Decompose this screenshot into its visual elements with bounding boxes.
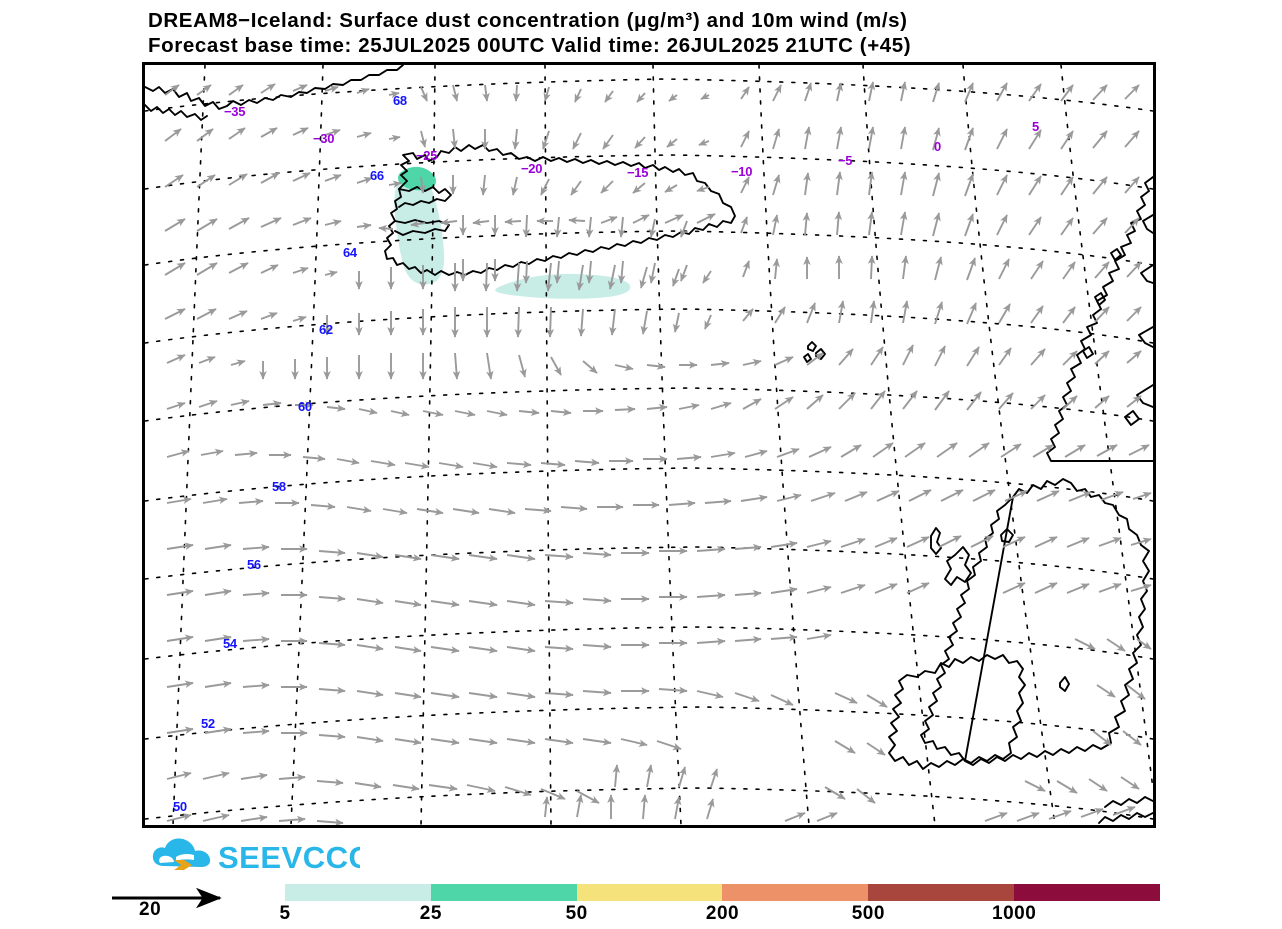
wind-row-10 <box>166 489 1152 516</box>
meridian-m10 <box>758 65 810 825</box>
colorbar-segment-25 <box>430 884 577 901</box>
lat-label-52: 52 <box>201 716 215 731</box>
coastline-great-britain <box>920 478 1150 766</box>
lon-label-0: 0 <box>934 139 941 154</box>
dust-colorbar[interactable] <box>285 884 1160 901</box>
meridian-m25 <box>420 65 436 825</box>
lat-label-66: 66 <box>370 168 384 183</box>
lon-label-m15: −15 <box>627 165 649 180</box>
wind-row-8 <box>166 390 1142 418</box>
wind-row-12 <box>166 582 1152 608</box>
meridian-m5 <box>862 65 936 825</box>
coastline-isle-of-man <box>1059 676 1070 692</box>
lon-label-m20: −20 <box>521 161 543 176</box>
parallel-54 <box>145 626 1153 660</box>
colorbar-tick-25: 25 <box>419 903 442 924</box>
coastline-norway-islands <box>1082 248 1140 426</box>
lat-label-62: 62 <box>319 322 333 337</box>
meridian-m15 <box>652 65 682 825</box>
dust-colorbar-ticks: 5 25 50 200 500 1000 <box>279 903 1160 929</box>
wind-row-5 <box>164 255 1142 292</box>
wind-row-9 <box>166 442 1150 470</box>
coastline-layer <box>145 65 1153 824</box>
wind-vector-layer <box>164 81 1152 825</box>
parallel-62 <box>145 308 1153 344</box>
logo-text: SEEVCCC <box>218 840 360 875</box>
dust-plume-layer <box>394 166 631 299</box>
coastline-outer-hebrides <box>944 546 972 586</box>
meridian-m30 <box>290 65 324 825</box>
parallel-64 <box>145 230 1153 266</box>
title-line-2: Forecast base time: 25JUL2025 00UTC Vali… <box>148 34 912 57</box>
lon-label-m5: −5 <box>838 153 853 168</box>
wind-row-4 <box>164 211 1140 237</box>
colorbar-segment-200 <box>722 884 869 901</box>
lat-label-64: 64 <box>343 245 357 260</box>
lon-label-m35: −35 <box>224 104 246 119</box>
parallel-50 <box>145 787 1153 820</box>
wind-scale-arrow <box>112 887 222 909</box>
wind-row-15 <box>166 726 1142 756</box>
colorbar-tick-50: 50 <box>565 903 588 924</box>
arrow-icon <box>174 860 192 870</box>
coastline-greenland <box>145 65 404 121</box>
coastline-shetland <box>930 527 942 555</box>
wind-row-1 <box>164 81 1140 103</box>
wind-row-3 <box>164 171 1140 197</box>
colorbar-segment-5 <box>285 884 431 901</box>
meridian-5 <box>1060 65 1153 790</box>
dust-plume-west-iceland-core <box>397 166 436 191</box>
seevccc-logo: SEEVCCC <box>150 836 371 876</box>
wind-row-7 <box>166 344 1142 380</box>
meridian-m20 <box>544 65 552 825</box>
cloud-icon <box>152 838 211 867</box>
lon-label-m30: −30 <box>313 131 335 146</box>
wind-scale-label: 20 <box>139 899 162 920</box>
wind-row-16 <box>166 764 1140 804</box>
coastline-iceland <box>384 144 736 276</box>
wind-row-17 <box>166 794 1136 825</box>
colorbar-tick-500: 500 <box>851 903 885 924</box>
lon-label-m25: −25 <box>416 148 438 163</box>
parallel-56 <box>145 546 1153 580</box>
parallel-68 <box>145 78 1153 112</box>
map-panel[interactable] <box>142 62 1156 828</box>
lat-label-56: 56 <box>247 557 261 572</box>
parallel-58 <box>145 467 1153 502</box>
wind-row-14 <box>166 680 1146 708</box>
parallel-60 <box>145 387 1153 422</box>
wind-row-13 <box>166 632 1152 654</box>
coastline-ireland <box>888 654 1026 770</box>
lat-label-54: 54 <box>223 636 237 651</box>
title-line-1: DREAM8−Iceland: Surface dust concentrati… <box>148 9 908 32</box>
lon-label-5: 5 <box>1032 119 1039 134</box>
colorbar-tick-1000: 1000 <box>992 903 1037 924</box>
title-block: DREAM8−Iceland: Surface dust concentrati… <box>148 8 1278 58</box>
lat-label-60: 60 <box>298 399 312 414</box>
colorbar-tick-5: 5 <box>279 903 291 924</box>
colorbar-tick-200: 200 <box>705 903 740 924</box>
lat-label-58: 58 <box>272 479 286 494</box>
wind-row-2 <box>164 126 1140 151</box>
lat-label-68: 68 <box>393 93 407 108</box>
coastline-norway <box>1046 176 1153 462</box>
colorbar-segment-50 <box>576 884 723 901</box>
wind-row-6 <box>164 300 1142 338</box>
lon-label-m10: −10 <box>731 164 753 179</box>
parallel-52 <box>145 706 1153 740</box>
lat-label-50: 50 <box>173 799 187 814</box>
coastline-orkney <box>1000 528 1014 543</box>
colorbar-segment-500 <box>868 884 1015 901</box>
parallel-66 <box>145 154 1153 190</box>
coastline-france <box>1098 796 1153 824</box>
colorbar-segment-1000 <box>1014 884 1160 901</box>
meridian-0 <box>962 65 1056 825</box>
wind-row-11 <box>166 535 1152 562</box>
wind-iceland-local <box>459 214 688 284</box>
map-canvas <box>145 65 1153 825</box>
